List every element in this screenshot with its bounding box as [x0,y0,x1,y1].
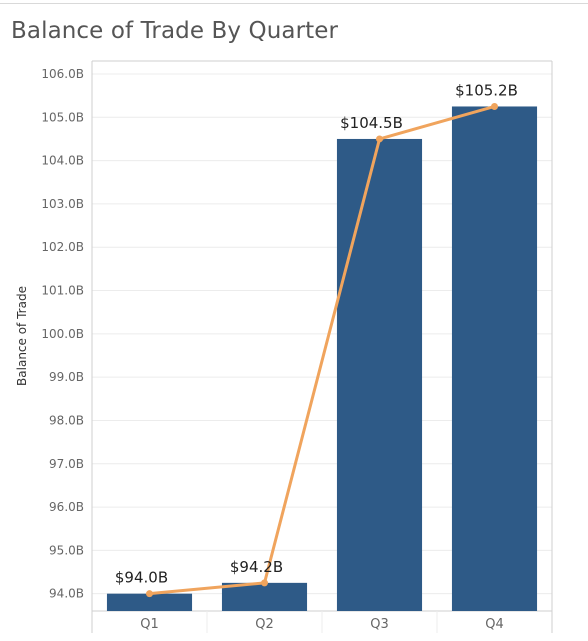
y-tick-label: 94.0B [49,587,84,601]
y-tick-label: 102.0B [41,240,84,254]
line-series [146,102,498,598]
x-axis-categories: Q1 Q2 Q3 Q4 [140,617,504,632]
y-tick-label: 98.0B [49,413,84,427]
y-tick-label: 97.0B [49,457,84,471]
x-tick-label: Q4 [485,617,504,632]
y-tick-label: 101.0B [41,284,84,298]
data-label: $94.2B [230,558,283,576]
x-tick-label: Q3 [370,617,389,632]
line-point [376,135,383,143]
line-point [491,102,498,110]
bar-series [106,106,538,611]
data-label: $104.5B [340,114,403,132]
y-tick-label: 95.0B [49,543,84,557]
trend-line [149,105,495,596]
data-label: $94.0B [115,569,168,587]
line-point [261,579,268,587]
y-tick-label: 96.0B [49,500,84,514]
line-point [146,590,153,598]
y-axis-ticks: 94.0B 95.0B 96.0B 97.0B 98.0B 99.0B 100.0B 101.… [41,67,84,601]
chart-title: Balance of Trade By Quarter [11,18,339,44]
y-tick-label: 100.0B [41,327,84,341]
data-labels: $94.0B $94.2B $104.5B $105.2B [115,81,518,586]
x-tick-label: Q1 [140,617,159,632]
data-label: $105.2B [455,81,518,99]
bar-q3 [336,138,423,611]
bar-q4 [451,106,538,611]
y-tick-label: 105.0B [41,110,84,124]
bar-q1 [106,593,193,611]
x-tick-label: Q2 [255,617,274,632]
y-tick-label: 99.0B [49,370,84,384]
y-axis-title: Balance of Trade [15,286,29,386]
bar-q2 [221,582,308,611]
y-tick-label: 106.0B [41,67,84,81]
y-tick-label: 103.0B [41,197,84,211]
top-divider [0,3,588,4]
y-tick-label: 104.0B [41,154,84,168]
